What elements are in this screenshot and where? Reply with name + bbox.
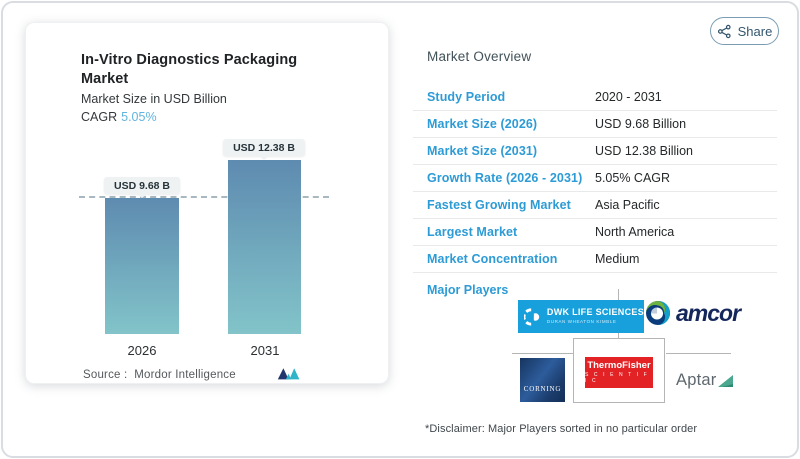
amcor-logo-icon — [646, 301, 670, 325]
row-label: Market Size (2026) — [427, 117, 538, 131]
table-row: Market Size (2031) USD 12.38 Billion — [413, 138, 777, 165]
corning-logo: CORNING — [520, 358, 565, 402]
chart-subtitle: Market Size in USD Billion — [81, 92, 227, 106]
row-value: 2020 - 2031 — [595, 90, 662, 104]
share-button[interactable]: Share — [710, 17, 779, 45]
row-value: Medium — [595, 252, 640, 266]
cagr-line: CAGR 5.05% — [81, 110, 157, 124]
row-value: North America — [595, 225, 675, 239]
thermofisher-logo-subtext: S C I E N T I F I C — [585, 372, 649, 385]
dwk-logo-icon — [524, 307, 540, 326]
row-label: Largest Market — [427, 225, 518, 239]
table-row: Growth Rate (2026 - 2031) 5.05% CAGR — [413, 165, 777, 192]
x-axis-label-2031: 2031 — [250, 343, 280, 358]
row-value: USD 9.68 Billion — [595, 117, 687, 131]
dwk-logo-text: DWK LIFE SCIENCES — [546, 307, 644, 318]
table-row: Largest Market North America — [413, 219, 777, 246]
cagr-value: 5.05% — [121, 110, 157, 124]
row-label: Fastest Growing Market — [427, 198, 571, 212]
dwk-life-sciences-logo: DWK LIFE SCIENCES DURAN WHEATON KIMBLE — [518, 300, 644, 333]
bar-2031 — [228, 160, 301, 334]
major-players-label: Major Players — [427, 283, 509, 297]
table-row: Market Size (2026) USD 9.68 Billion — [413, 111, 777, 138]
amcor-logo: amcor — [644, 299, 741, 327]
mordor-intelligence-logo-icon — [277, 368, 300, 380]
org-chart-horizontal-line-right — [666, 353, 731, 354]
aptar-logo-text: Aptar — [676, 371, 717, 389]
callout-caret — [259, 156, 269, 160]
row-value: Asia Pacific — [595, 198, 660, 212]
overview-heading: Market Overview — [427, 49, 532, 64]
market-size-card: In-Vitro Diagnostics Packaging Market Ma… — [25, 22, 389, 384]
bar-value-label: USD 12.38 B — [223, 139, 305, 156]
row-label: Market Concentration — [427, 252, 558, 266]
thermofisher-logo: ThermoFisher S C I E N T I F I C — [585, 357, 653, 388]
bar-value-label: USD 9.68 B — [103, 177, 181, 194]
row-label: Growth Rate (2026 - 2031) — [427, 171, 583, 185]
corning-logo-text: CORNING — [523, 385, 562, 393]
share-icon — [717, 24, 731, 38]
table-row: Study Period 2020 - 2031 — [413, 84, 777, 111]
row-label: Study Period — [427, 90, 506, 104]
row-value: USD 12.38 Billion — [595, 144, 693, 158]
source-attribution: Source : Mordor Intelligence — [83, 369, 236, 381]
amcor-logo-text: amcor — [676, 299, 741, 326]
row-label: Market Size (2031) — [427, 144, 538, 158]
overview-table: Study Period 2020 - 2031 Market Size (202… — [413, 84, 777, 273]
aptar-logo-triangle-icon — [718, 375, 734, 387]
table-row: Market Concentration Medium — [413, 246, 777, 273]
x-axis-label-2026: 2026 — [127, 343, 157, 358]
row-value: 5.05% CAGR — [595, 171, 671, 185]
dwk-logo-subtext: DURAN WHEATON KIMBLE — [546, 318, 617, 324]
reference-line — [79, 196, 329, 198]
bar-2026 — [105, 198, 179, 334]
bar-value-callout-2026: USD 9.68 B — [72, 177, 212, 198]
disclaimer-text: *Disclaimer: Major Players sorted in no … — [425, 423, 698, 435]
thermofisher-logo-text: ThermoFisher — [587, 359, 651, 371]
cagr-label: CAGR — [81, 110, 118, 124]
bar-value-callout-2031: USD 12.38 B — [194, 139, 334, 160]
table-row: Fastest Growing Market Asia Pacific — [413, 192, 777, 219]
org-chart-horizontal-line-left — [512, 353, 573, 354]
share-label: Share — [737, 23, 773, 39]
chart-title: In-Vitro Diagnostics Packaging Market — [81, 52, 298, 88]
aptar-logo: Aptar — [676, 371, 734, 390]
callout-caret — [137, 194, 147, 198]
